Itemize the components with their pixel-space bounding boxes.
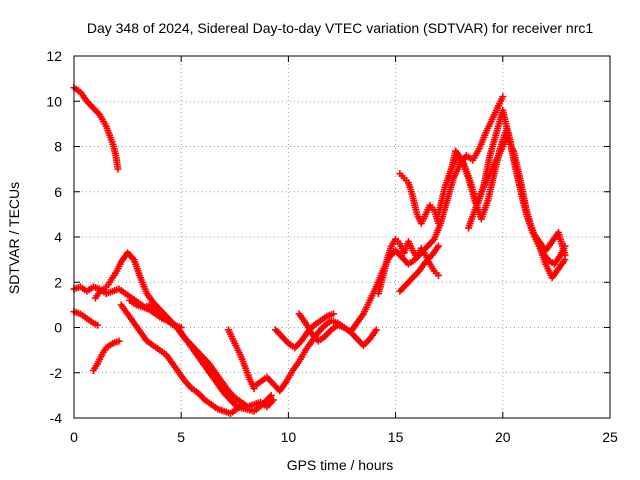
y-tick-label: -4 (50, 410, 63, 426)
data-point (267, 391, 275, 399)
x-tick-label: 10 (281, 429, 297, 445)
series-arc-i (250, 317, 380, 395)
x-tick-labels: 0 5 10 15 20 25 (70, 429, 618, 445)
data-point (434, 271, 442, 279)
series-arc-j (272, 310, 337, 352)
x-tick-label: 15 (388, 429, 404, 445)
y-tick-labels: -4 -2 0 2 4 6 8 10 12 (46, 48, 62, 426)
y-tick-label: 12 (46, 48, 62, 64)
series-arc-f (117, 301, 247, 417)
data-point (94, 321, 102, 329)
x-tick-label: 0 (70, 429, 78, 445)
data-point (115, 337, 123, 345)
series-arc-c (70, 308, 102, 329)
series-arc-e (89, 337, 123, 374)
y-tick-label: -2 (50, 365, 63, 381)
data-point (561, 251, 569, 259)
data-point (499, 93, 507, 101)
data-point (177, 324, 185, 331)
series-arc-g (126, 296, 185, 331)
x-tick-label: 20 (495, 429, 511, 445)
x-axis-label: GPS time / hours (287, 457, 394, 473)
y-tick-label: 6 (54, 184, 62, 200)
series-arc-d (91, 249, 275, 415)
y-tick-label: 0 (54, 320, 62, 336)
data-point (372, 326, 380, 334)
x-tick-label: 5 (177, 429, 185, 445)
y-axis-label: SDTVAR / TECUs (6, 182, 22, 294)
y-tick-label: 2 (54, 274, 62, 290)
series-arc-h (224, 326, 258, 393)
data-point (239, 400, 247, 408)
data-point (329, 310, 337, 318)
data-points (70, 84, 569, 417)
grid-lines (74, 56, 610, 418)
data-point (269, 396, 277, 404)
series-arc-q (464, 133, 569, 259)
data-point (114, 165, 122, 173)
x-tick-label: 25 (602, 429, 618, 445)
series-arc-n (396, 242, 442, 295)
data-point (434, 242, 442, 250)
y-tick-label: 4 (54, 229, 62, 245)
series-arc-b (70, 283, 277, 411)
axis-ticks (73, 55, 611, 419)
y-tick-label: 8 (54, 139, 62, 155)
series-arc-a (70, 84, 122, 173)
data-point (434, 219, 442, 227)
chart-title: Day 348 of 2024, Sidereal Day-to-day VTE… (87, 20, 593, 36)
series-arc-m (396, 170, 442, 227)
y-tick-label: 10 (46, 93, 62, 109)
